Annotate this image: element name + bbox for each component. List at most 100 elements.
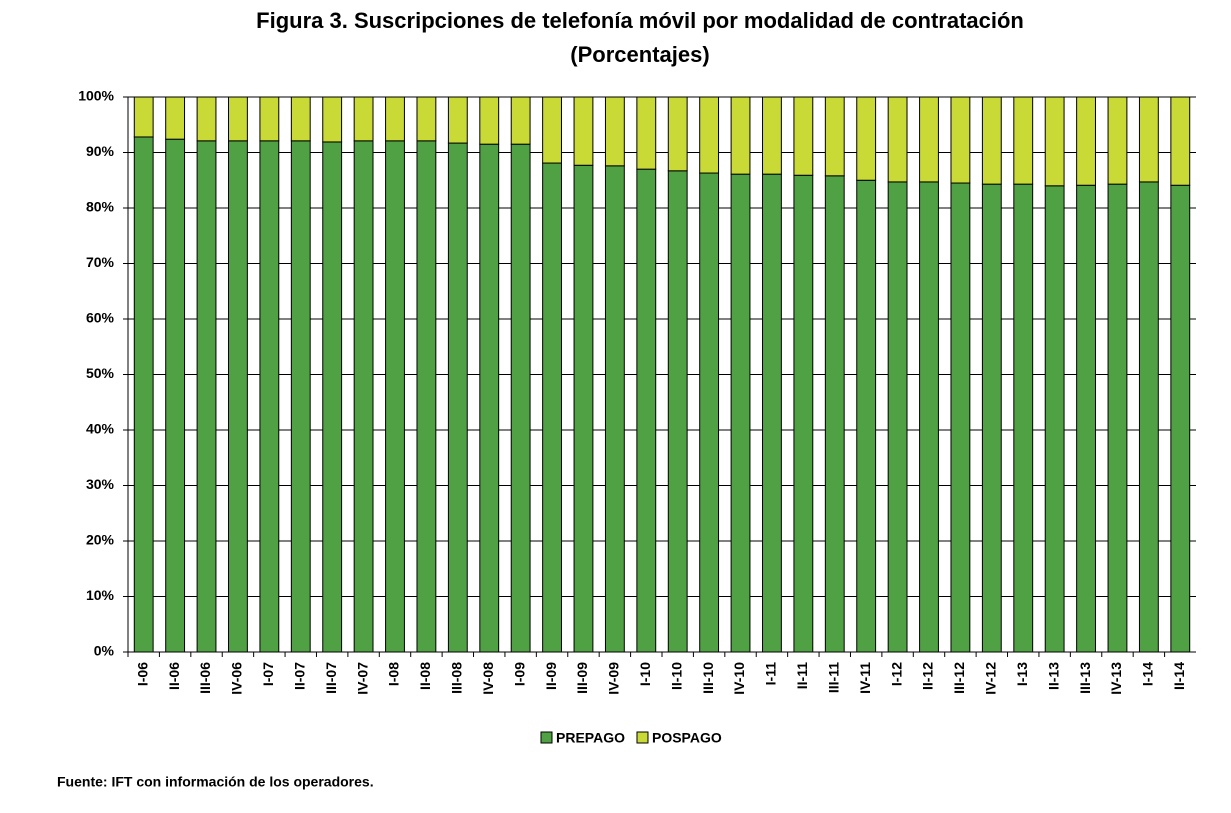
bar-segment [1076, 96, 1096, 186]
x-tick-label: I-06 [134, 662, 150, 686]
legend-swatch [636, 731, 649, 744]
bar-segment [196, 140, 217, 653]
bar-segment [730, 173, 751, 653]
x-tick-label: I-12 [888, 662, 904, 686]
y-tick-label: 80% [86, 199, 115, 215]
x-tick-label: IV-13 [1108, 662, 1124, 695]
x-tick-label: IV-07 [354, 662, 370, 695]
x-tick-label: IV-12 [983, 662, 999, 695]
bar-segment [416, 96, 437, 142]
bar-segment [542, 162, 562, 653]
bar-segment [981, 183, 1002, 653]
y-tick-label: 0% [94, 643, 115, 659]
x-tick-label: III-12 [951, 662, 967, 694]
x-tick-label: IV-06 [229, 662, 245, 695]
bar-segment [793, 174, 814, 653]
bar-segment [1170, 96, 1191, 186]
source-note: Fuente: IFT con información de los opera… [57, 774, 374, 790]
x-tick-label: II-13 [1045, 662, 1061, 690]
y-tick-label: 10% [86, 587, 115, 603]
x-tick-label: III-07 [323, 662, 339, 694]
x-tick-label: III-09 [574, 662, 590, 694]
bar-segment [856, 179, 877, 653]
bar-segment [824, 96, 845, 177]
bar-segment [762, 96, 782, 175]
legend-label: POSPAGO [652, 730, 722, 746]
bar-segment [762, 173, 782, 653]
x-tick-label: II-10 [668, 662, 684, 690]
bar-segment [1107, 183, 1128, 653]
bar-segment [447, 96, 468, 144]
bar-segment [856, 96, 877, 181]
bar-segment [919, 96, 939, 183]
bar-segment [1170, 184, 1191, 653]
bar-segment [1044, 96, 1065, 187]
bar-segment [604, 96, 625, 167]
x-tick-label: II-07 [291, 662, 307, 690]
legend-label: PREPAGO [556, 730, 625, 746]
bar-segment [385, 140, 405, 653]
legend-swatch [540, 731, 553, 744]
x-tick-label: II-14 [1171, 662, 1187, 690]
y-tick-label: 70% [86, 254, 115, 270]
bar-segment [887, 181, 908, 653]
bar-segment [1076, 184, 1096, 653]
y-tick-label: 20% [86, 532, 115, 548]
x-tick-label: III-08 [449, 662, 465, 694]
bar-segment [196, 96, 217, 142]
bar-segment [1044, 185, 1065, 653]
bar-segment [950, 182, 971, 653]
bar-segment [887, 96, 908, 183]
x-tick-label: IV-11 [857, 662, 873, 694]
bar-segment [699, 96, 720, 174]
x-tick-label: III-06 [197, 662, 213, 694]
chart-title: Figura 3. Suscripciones de telefonía móv… [256, 8, 1024, 33]
y-tick-label: 40% [86, 421, 115, 437]
bar-segment [353, 96, 374, 142]
bar-segment [385, 96, 405, 142]
y-tick-label: 30% [86, 476, 115, 492]
bar-segment [353, 140, 374, 653]
bar-segment [1138, 96, 1159, 183]
bar-segment [981, 96, 1002, 185]
bar-segment [573, 164, 594, 653]
bar-segment [1013, 96, 1034, 185]
bar-segment [228, 96, 248, 142]
x-tick-label: IV-10 [731, 662, 747, 695]
bar-segment [290, 140, 311, 653]
bar-segment [228, 140, 248, 653]
bar-segment [573, 96, 594, 166]
y-tick-label: 50% [86, 365, 115, 381]
bar-segment [636, 96, 657, 170]
bar-segment [322, 96, 343, 143]
bar-segment [510, 96, 531, 145]
x-tick-label: I-11 [763, 662, 779, 686]
bar-segment [290, 96, 311, 142]
bar-segment [636, 168, 657, 653]
x-tick-label: I-13 [1014, 662, 1030, 686]
y-tick-label: 100% [78, 88, 114, 104]
x-tick-label: III-10 [700, 662, 716, 694]
x-tick-label: II-06 [166, 662, 182, 690]
bar-segment [604, 165, 625, 653]
x-tick-label: III-13 [1077, 662, 1093, 694]
chart-subtitle: (Porcentajes) [570, 42, 709, 67]
x-tick-label: IV-09 [606, 662, 622, 695]
bar-segment [133, 96, 154, 138]
bar-segment [667, 170, 688, 653]
x-tick-label: I-10 [637, 662, 653, 686]
bar-segment [259, 96, 280, 142]
bar-segment [447, 142, 468, 653]
bar-segment [667, 96, 688, 172]
bar-segment [1138, 181, 1159, 653]
bar-segment [479, 143, 500, 653]
bar-segment [1013, 183, 1034, 653]
x-tick-label: I-07 [260, 662, 276, 686]
x-tick-label: I-14 [1140, 662, 1156, 686]
bar-segment [699, 172, 720, 653]
bar-segment [1107, 96, 1128, 185]
bar-segment [542, 96, 562, 164]
bar-segment [510, 143, 531, 653]
x-tick-label: II-09 [543, 662, 559, 690]
bar-segment [730, 96, 751, 175]
